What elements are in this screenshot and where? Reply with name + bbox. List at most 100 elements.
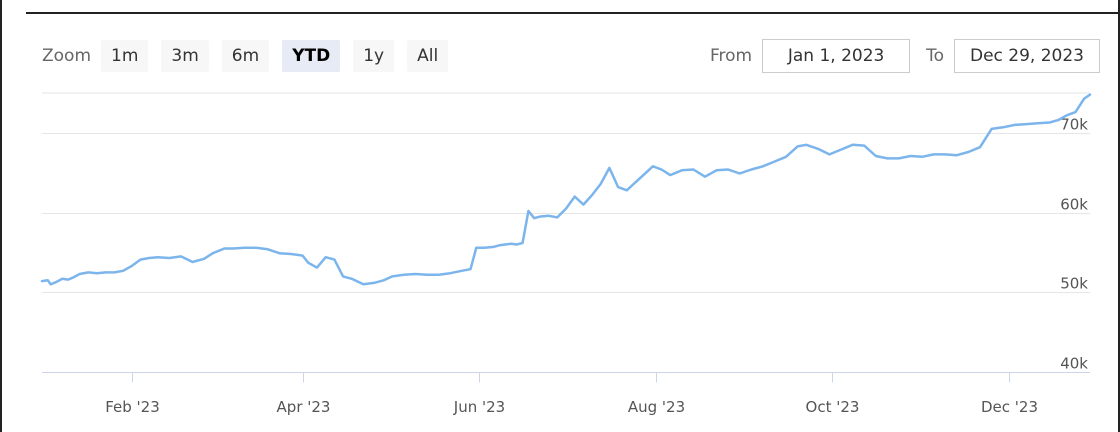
data-point [382,279,385,282]
data-point [278,252,281,255]
data-point [191,261,194,264]
data-point [773,160,776,163]
data-point [504,243,507,246]
top-divider [26,12,1120,14]
data-point [727,168,730,171]
data-point [591,194,594,197]
data-point [391,275,394,278]
y-tick-label: 40k [1060,355,1088,373]
data-point [715,169,718,172]
y-tick-label: 50k [1060,275,1088,293]
data-point [403,274,406,277]
data-point [267,248,270,251]
data-point [492,246,495,249]
data-point [944,153,947,156]
data-point [533,217,536,220]
data-point [634,181,637,184]
x-tick-label: Dec '23 [981,398,1038,416]
data-point [1025,123,1028,126]
zoom-6m-button[interactable]: 6m [221,40,270,72]
data-point [979,146,982,149]
data-point [652,165,655,168]
data-point [556,216,559,219]
data-point [1066,114,1069,117]
gridlines [42,92,1090,373]
data-point [449,272,452,275]
data-point [333,258,336,261]
data-point [316,266,319,269]
data-point [967,151,970,154]
series-layer [40,93,1092,286]
zoom-1m-button[interactable]: 1m [101,40,149,72]
data-point [875,155,878,158]
date-range-selector: From Jan 1, 2023 To Dec 29, 2023 [710,39,1100,73]
data-point [1057,119,1060,122]
y-tick-label: 70k [1060,116,1088,134]
x-tick-label: Apr '23 [277,398,331,416]
data-point [681,169,684,172]
data-point [104,271,107,274]
data-point [301,254,304,257]
data-point [67,278,70,281]
data-point [1048,121,1051,124]
data-point [148,257,151,260]
data-point [290,253,293,256]
data-point [232,247,235,250]
from-date-input[interactable]: Jan 1, 2023 [762,39,911,73]
data-point [704,175,707,178]
data-point [437,274,440,277]
data-point [203,258,206,261]
data-point [796,145,799,148]
data-point [461,270,464,273]
data-point [1002,126,1005,129]
data-point [243,246,246,249]
data-point [168,257,171,260]
data-point [47,279,50,282]
data-point [55,281,58,284]
x-tick-label: Oct '23 [806,398,860,416]
data-point [805,144,808,147]
data-point [521,242,524,245]
data-point [73,276,76,279]
zoom-1y-button[interactable]: 1y [353,40,395,72]
data-point [498,244,501,247]
data-point [1089,93,1092,96]
data-point [626,189,629,192]
data-point [41,280,44,283]
data-point [660,168,663,171]
data-point [61,278,64,281]
data-point [956,154,959,157]
data-point [139,258,142,261]
data-point [157,256,160,259]
data-point [255,246,258,249]
data-point [414,273,417,276]
data-point [750,168,753,171]
data-point [484,246,487,249]
data-point [547,215,550,218]
data-point [599,183,602,186]
to-date-input[interactable]: Dec 29, 2023 [954,39,1100,73]
x-tick-label: Jun '23 [453,398,505,416]
data-point [516,243,519,246]
data-point [342,275,345,278]
data-point [113,271,116,274]
zoom-selector: Zoom 1m 3m 6m YTD 1y All [42,40,461,72]
data-point [886,157,889,160]
zoom-all-button[interactable]: All [407,40,449,72]
data-point [307,262,310,265]
data-point [212,252,215,255]
data-point [324,256,327,259]
data-point [762,165,765,168]
data-point [565,207,568,210]
data-point [96,272,99,275]
from-label: From [709,46,753,66]
data-point [932,153,935,156]
data-point [78,273,81,276]
data-point [351,278,354,281]
x-tick-label: Feb '23 [105,398,160,416]
zoom-ytd-button[interactable]: YTD [282,40,341,72]
zoom-3m-button[interactable]: 3m [161,40,209,72]
data-point [863,144,866,147]
